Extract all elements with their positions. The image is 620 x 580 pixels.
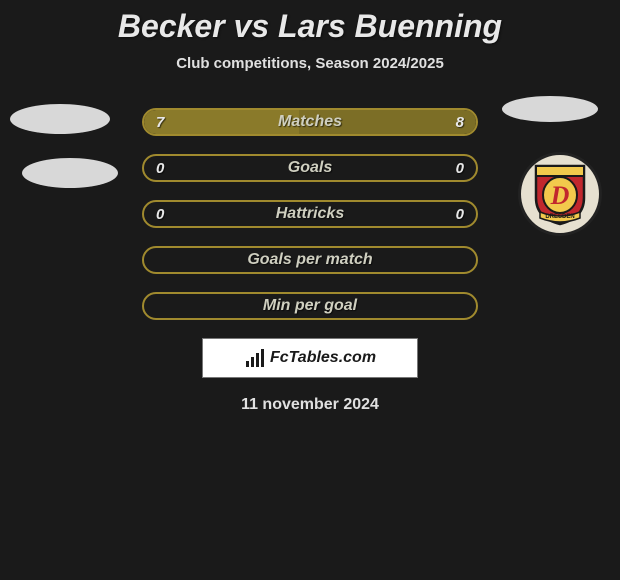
brand-text: FcTables.com xyxy=(270,349,376,367)
stat-label: Min per goal xyxy=(263,297,357,315)
brand-box: FcTables.com xyxy=(202,338,418,378)
stat-label: Goals per match xyxy=(247,251,372,269)
club-badge-right: D DRESDEN xyxy=(512,154,608,234)
stat-row: 0 Hattricks 0 xyxy=(142,200,478,228)
stat-value-right: 8 xyxy=(456,114,464,131)
club-badge-left xyxy=(22,158,118,188)
page-title: Becker vs Lars Buenning xyxy=(118,8,502,45)
page-subtitle: Club competitions, Season 2024/2025 xyxy=(176,55,444,72)
stat-value-left: 0 xyxy=(156,206,164,223)
stat-label: Hattricks xyxy=(276,205,344,223)
stat-value-left: 7 xyxy=(156,114,164,131)
badge-banner-text: DRESDEN xyxy=(545,214,574,220)
stat-label: Goals xyxy=(288,159,332,177)
stat-label: Matches xyxy=(278,113,342,131)
stat-fill-left xyxy=(144,110,299,134)
player-avatar-right xyxy=(502,96,598,122)
player-avatar-left xyxy=(10,104,110,134)
stat-value-right: 0 xyxy=(456,206,464,223)
stat-value-right: 0 xyxy=(456,160,464,177)
stat-row: 7 Matches 8 xyxy=(142,108,478,136)
stat-row: Min per goal xyxy=(142,292,478,320)
date-text: 11 november 2024 xyxy=(0,396,620,414)
stat-row: 0 Goals 0 xyxy=(142,154,478,182)
dynamo-dresden-badge: D DRESDEN xyxy=(518,152,602,236)
stat-row: Goals per match xyxy=(142,246,478,274)
stat-value-left: 0 xyxy=(156,160,164,177)
shield-icon: D DRESDEN xyxy=(532,162,588,226)
badge-letter: D xyxy=(550,181,570,210)
bars-icon xyxy=(244,347,266,369)
stats-area: D DRESDEN 7 Matches 8 0 Goals 0 0 Hattricks 0 Goa… xyxy=(0,108,620,414)
